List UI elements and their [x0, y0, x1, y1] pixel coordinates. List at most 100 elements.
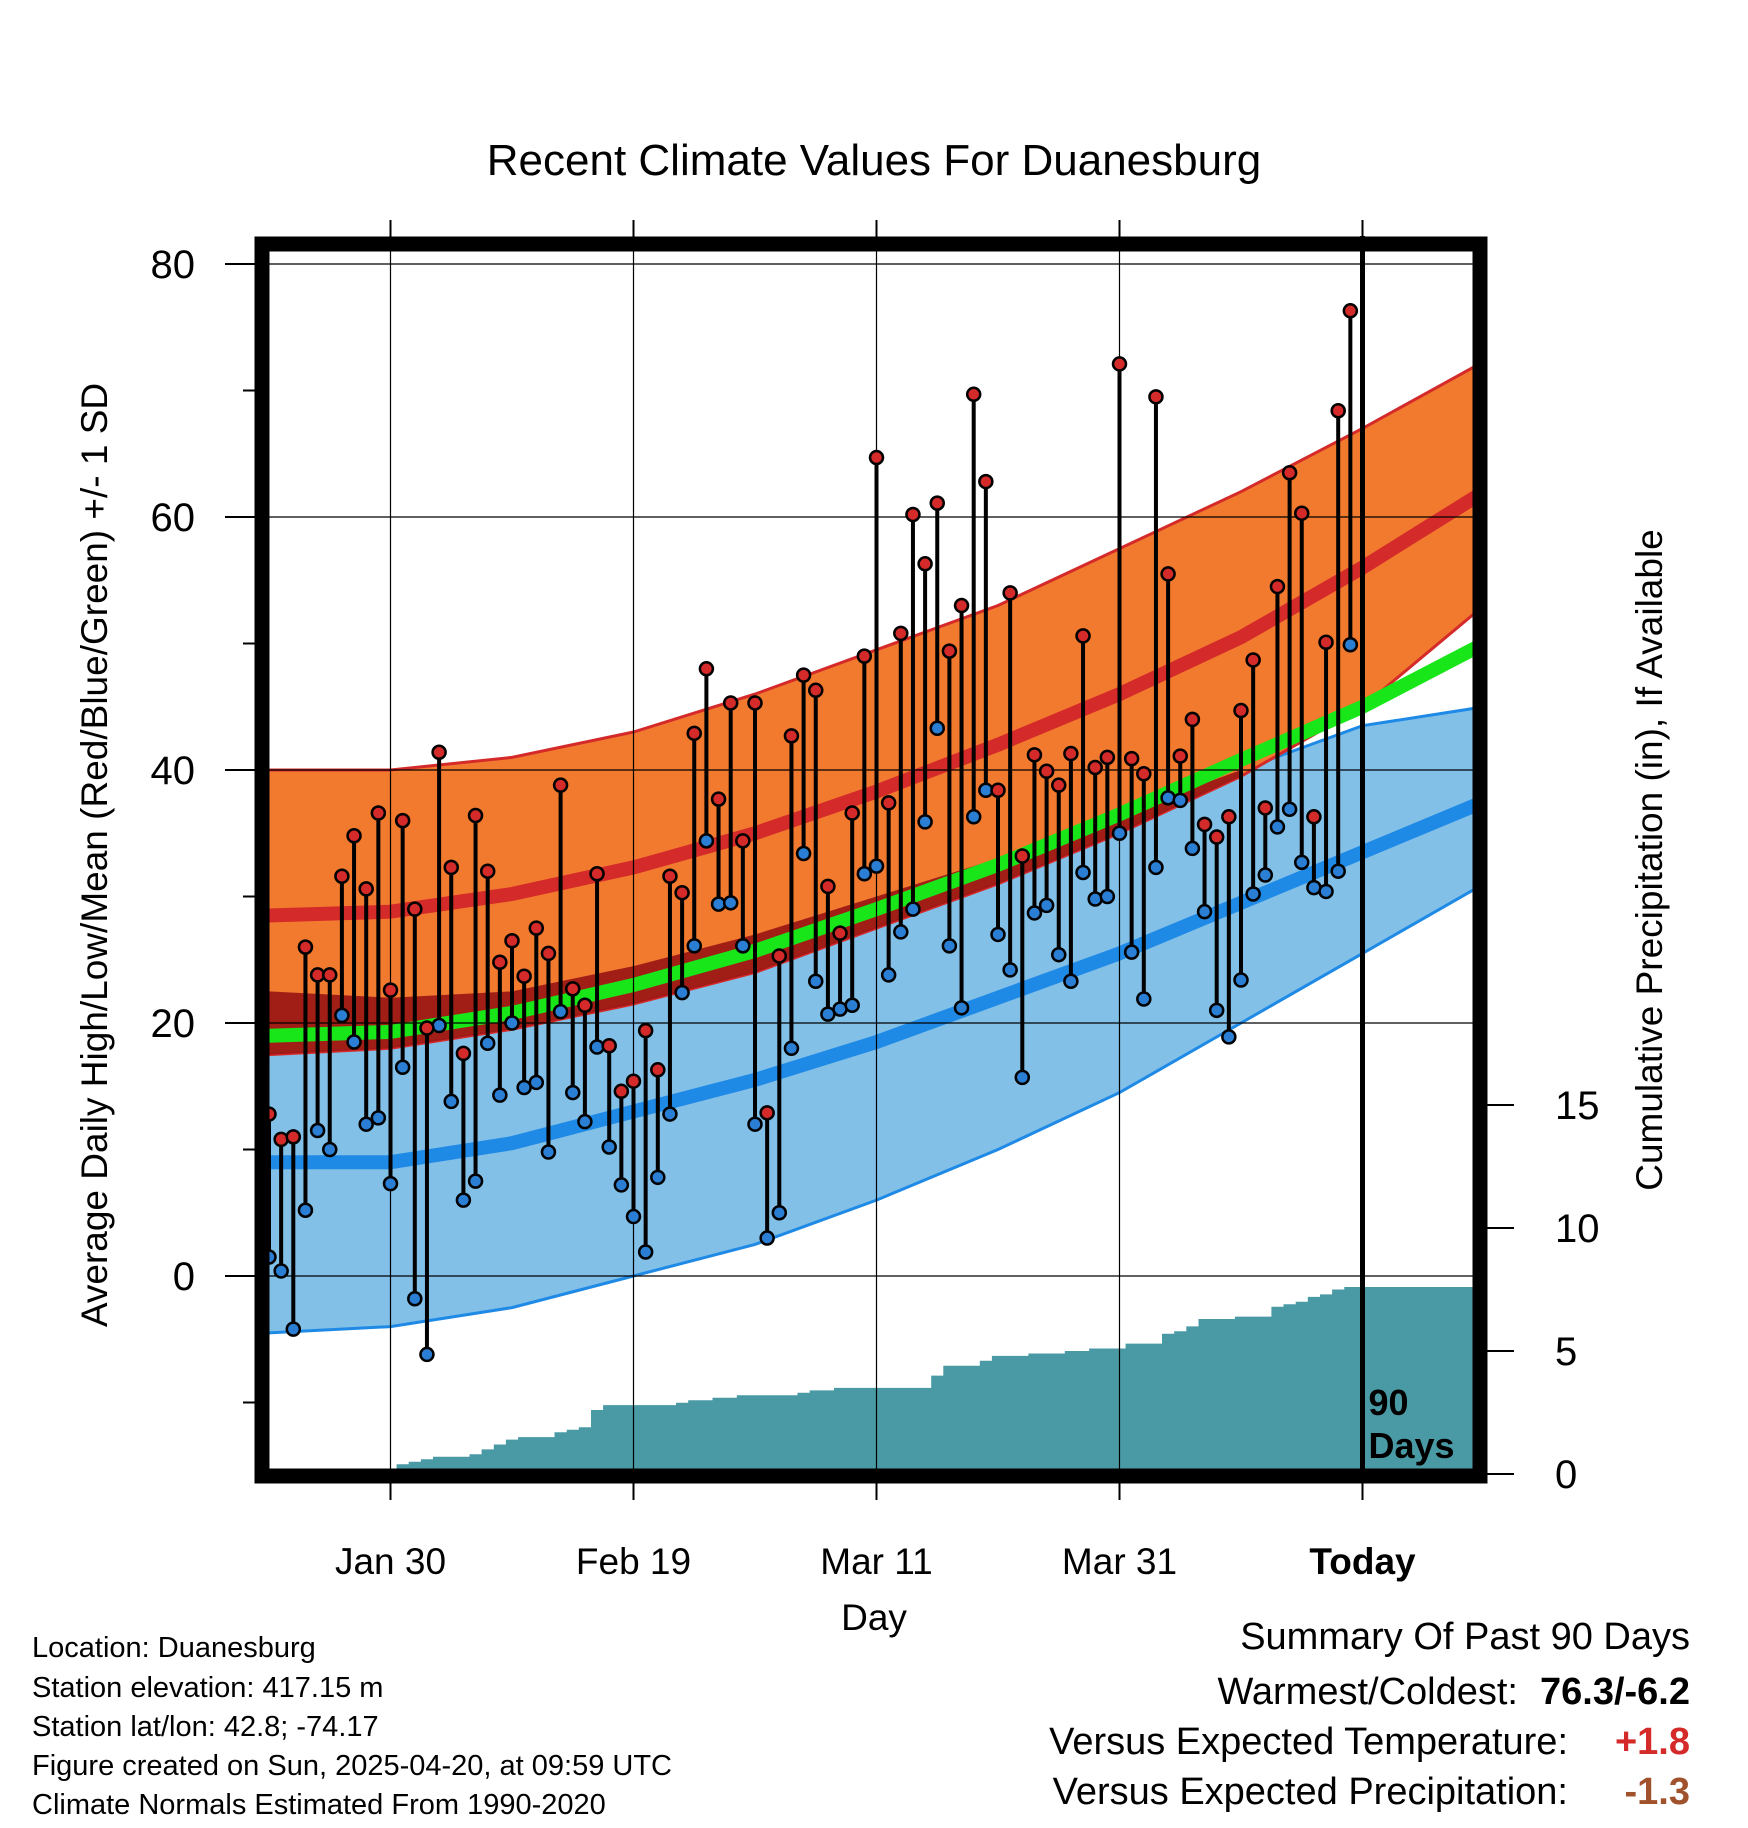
summary-warmest-label: Warmest/Coldest:	[1217, 1671, 1518, 1713]
low-point	[686, 938, 702, 954]
high-point	[1148, 389, 1164, 405]
high-point	[1172, 748, 1188, 764]
plot-frame	[254, 236, 1488, 1484]
low-point	[1269, 819, 1286, 835]
summary-title: Summary Of Past 90 Days	[1240, 1616, 1690, 1658]
low-point	[601, 1139, 617, 1155]
low-point	[1123, 944, 1140, 960]
high-point	[710, 791, 727, 807]
low-point	[783, 1040, 800, 1057]
high-point	[941, 643, 958, 659]
high-point	[674, 884, 690, 901]
high-point	[735, 833, 751, 849]
low-point	[394, 1059, 411, 1076]
low-point	[431, 1017, 447, 1034]
low-point	[953, 1000, 970, 1016]
high-point	[1111, 356, 1128, 372]
high-point	[540, 945, 557, 962]
high-point	[443, 859, 459, 876]
low-point	[917, 814, 933, 830]
low-point	[1281, 801, 1298, 817]
low-point	[698, 833, 715, 849]
high-point	[1014, 848, 1031, 864]
low-point	[1184, 840, 1201, 857]
low-point	[1136, 991, 1152, 1007]
low-point	[455, 1192, 472, 1208]
high-point	[795, 667, 812, 683]
high-point	[820, 878, 836, 895]
low-point	[1208, 1002, 1225, 1019]
y-tick-label: 0	[173, 1255, 195, 1299]
low-point	[1051, 946, 1067, 963]
low-point	[990, 926, 1006, 943]
low-point	[504, 1015, 520, 1031]
high-point	[455, 1045, 472, 1062]
high-point	[577, 997, 593, 1014]
x-tick-label: Mar 11	[820, 1541, 932, 1582]
high-point	[601, 1038, 617, 1054]
low-point	[1014, 1069, 1031, 1086]
high-point	[1099, 749, 1116, 766]
summary-temp-label: Versus Expected Temperature:	[1049, 1721, 1568, 1763]
high-point	[431, 744, 447, 761]
low-point	[929, 720, 945, 737]
y-tick-label: 20	[151, 1002, 196, 1046]
x-tick-label: Mar 31	[1062, 1541, 1177, 1582]
summary-precip-label: Versus Expected Precipitation:	[1052, 1771, 1568, 1813]
low-point	[467, 1173, 484, 1189]
x-tick-label: Jan 30	[335, 1541, 446, 1582]
low-point	[905, 901, 921, 917]
low-point	[1330, 863, 1346, 879]
y2-tick-label: 10	[1555, 1207, 1600, 1251]
low-point	[613, 1177, 630, 1193]
summary-precip-value: -1.3	[1624, 1771, 1690, 1813]
low-point	[868, 858, 885, 874]
low-point	[808, 973, 824, 990]
high-point	[783, 728, 800, 744]
low-point	[346, 1034, 362, 1050]
low-point	[382, 1175, 399, 1192]
low-point	[1196, 903, 1213, 920]
high-point	[686, 725, 702, 742]
low-point	[1099, 888, 1116, 905]
high-point	[589, 865, 605, 882]
low-point	[771, 1205, 788, 1221]
high-point	[273, 1131, 289, 1148]
high-point	[552, 777, 569, 793]
high-point	[662, 868, 678, 885]
high-point	[1330, 402, 1346, 419]
high-point	[771, 948, 788, 964]
low-point	[1038, 897, 1055, 914]
low-point	[1148, 859, 1164, 876]
low-point	[443, 1093, 459, 1110]
low-point	[1318, 883, 1334, 900]
high-point	[1306, 809, 1322, 825]
y-axis-label: Average Daily High/Low/Mean (Red/Blue/Gr…	[74, 383, 115, 1327]
high-point	[1233, 702, 1249, 719]
high-point	[625, 1073, 642, 1089]
high-point	[1038, 763, 1055, 780]
x-axis-label: Day	[841, 1597, 907, 1638]
high-point	[1087, 759, 1103, 776]
high-point	[698, 661, 715, 677]
high-point	[1245, 652, 1261, 668]
high-point	[370, 805, 387, 821]
low-point	[322, 1141, 338, 1158]
chart-title: Recent Climate Values For Duanesburg	[487, 136, 1261, 185]
high-point	[516, 968, 532, 984]
high-point	[990, 782, 1006, 798]
low-point	[370, 1110, 387, 1126]
low-point	[309, 1122, 326, 1139]
low-point	[735, 938, 751, 954]
high-point	[1318, 634, 1334, 650]
low-point	[625, 1208, 642, 1225]
high-point	[358, 881, 374, 897]
high-point	[394, 812, 411, 829]
low-point	[722, 895, 739, 911]
elevation-text: Station elevation: 417.15 m	[32, 1672, 384, 1704]
y2-tick-label: 15	[1555, 1084, 1600, 1128]
low-sd-band	[269, 707, 1480, 1333]
low-point	[528, 1074, 545, 1091]
high-point	[893, 625, 909, 642]
